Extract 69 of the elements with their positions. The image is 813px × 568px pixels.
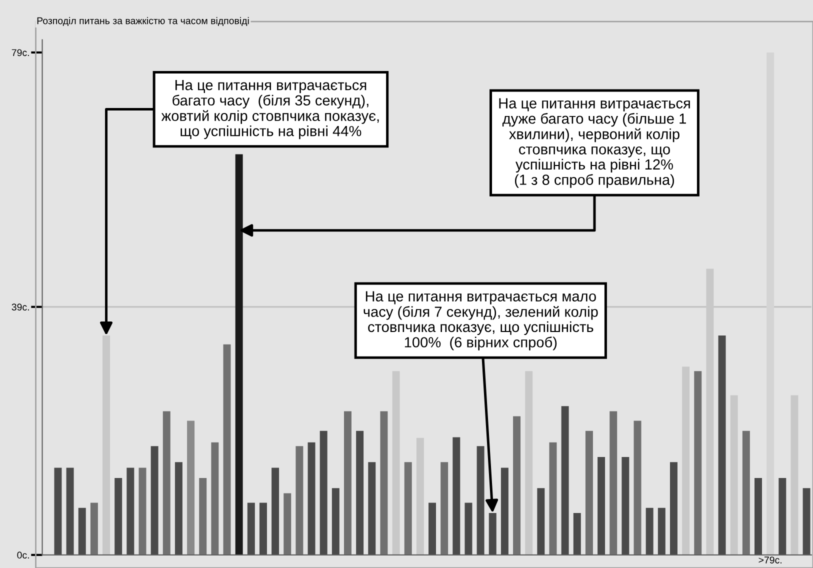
x-tick-label: >79c.: [758, 556, 782, 564]
bar: [150, 446, 158, 555]
chart-title: Розподіл питань за важкістю та часом відповіді: [37, 17, 249, 26]
y-tick-label: 39c.: [12, 304, 29, 311]
y-tick-label: 0c.: [17, 552, 29, 559]
bar: [174, 462, 182, 555]
bar: [247, 502, 255, 555]
bar: [90, 502, 98, 555]
bar: [476, 446, 484, 555]
bar: [622, 456, 630, 555]
bar: [66, 468, 74, 555]
bar: [464, 502, 472, 555]
bar: [272, 468, 280, 555]
bar: [452, 437, 460, 555]
bar: [549, 442, 557, 555]
bar: [682, 366, 690, 555]
bar: [320, 430, 328, 555]
bar: [102, 336, 110, 555]
bar: [742, 430, 750, 555]
bar: [356, 430, 364, 555]
bar: [525, 371, 533, 555]
bar: [199, 478, 207, 555]
bar: [392, 371, 400, 555]
bar: [585, 430, 593, 555]
bar: [754, 478, 762, 555]
bar: [296, 446, 304, 555]
bar: [694, 371, 702, 555]
bar: [344, 411, 352, 555]
bar: [573, 512, 581, 555]
bar: [404, 462, 412, 555]
bar: [766, 52, 774, 555]
bar: [730, 395, 738, 555]
bar: [634, 420, 642, 555]
bar: [440, 462, 448, 555]
bar: [54, 468, 62, 555]
bar: [114, 478, 122, 555]
annotation: На це питання витрачається мало часу (біля 7 секунд), зелений колір стовпчика показує, що успішність 100% (6 вірних спроб): [364, 291, 598, 350]
bar: [670, 462, 678, 555]
bar: [284, 493, 292, 555]
bar: [235, 154, 243, 555]
bar: [718, 336, 726, 555]
bar: [211, 442, 219, 555]
bar: [138, 468, 146, 555]
bar: [126, 468, 134, 555]
bar: [598, 456, 606, 555]
bar: [416, 438, 424, 555]
bar: [380, 411, 388, 555]
annotation: На це питання витрачається багато часу (біля 35 секунд), жовтий колір стовпчика показує, що успішність на рівні 44%: [161, 80, 379, 140]
bar: [500, 468, 508, 555]
bar: [790, 395, 798, 555]
bar: [561, 406, 569, 555]
bar: [658, 508, 666, 555]
bar: [187, 420, 195, 555]
annotation: На це питання витрачається дуже багато часу (більше 1 хвилини), червоний колір стовпчика показує, що успішність на рівні 12% (1 з 8 спроб правильна): [499, 98, 690, 188]
bar: [368, 462, 376, 555]
bar: [802, 488, 810, 555]
y-tick-label: 79c.: [12, 49, 29, 56]
bar: [162, 411, 170, 555]
bar: [537, 488, 545, 555]
bar: [778, 478, 786, 555]
bar: [428, 502, 436, 555]
bar: [513, 416, 521, 555]
bar: [259, 502, 267, 555]
bar: [308, 442, 316, 555]
bar: [610, 411, 618, 555]
bar: [223, 344, 231, 555]
bar: [646, 508, 654, 555]
bar: [78, 508, 86, 555]
bar: [332, 488, 340, 555]
